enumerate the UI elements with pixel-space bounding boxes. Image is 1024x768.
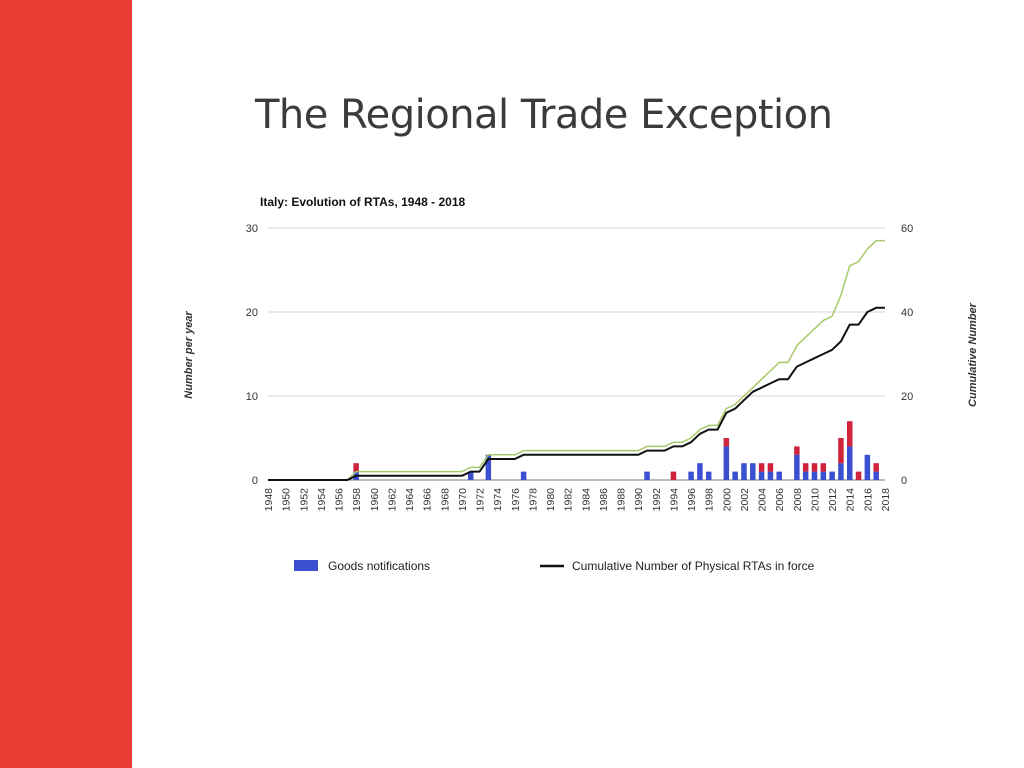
bar-goods [838, 463, 844, 480]
legend-label-goods: Goods notifications [328, 559, 430, 573]
legend-swatch-goods [294, 560, 318, 571]
bar-goods [750, 463, 756, 480]
x-tick-label: 1980 [545, 488, 557, 512]
bar-segment [873, 463, 879, 472]
rta-chart: Italy: Evolution of RTAs, 1948 - 2018 Nu… [183, 195, 979, 573]
legend-label-cumulative: Cumulative Number of Physical RTAs in fo… [572, 559, 815, 573]
bar-goods [520, 471, 527, 480]
x-tick-label: 1996 [686, 488, 698, 512]
x-tick-label: 1968 [439, 488, 451, 512]
y-axis-right-label: Cumulative Number [967, 302, 979, 407]
x-tick-label: 1956 [334, 488, 346, 512]
x-tick-label: 1998 [704, 488, 716, 512]
x-tick-label: 1970 [457, 488, 469, 512]
bar-segment [670, 471, 677, 480]
bar-segment [820, 463, 827, 472]
y-tick-label-left: 10 [246, 391, 258, 403]
bar-goods [485, 454, 492, 480]
x-tick-label: 2004 [757, 488, 769, 512]
x-tick-label: 2014 [845, 488, 857, 512]
bar-goods [467, 471, 474, 480]
x-tick-label: 1972 [475, 488, 487, 512]
x-tick-label: 2010 [809, 488, 821, 512]
y-axis-left-label: Number per year [183, 311, 195, 399]
bar-goods [697, 463, 703, 480]
x-tick-label: 2016 [862, 488, 874, 512]
x-tick-label: 2008 [792, 488, 804, 512]
bar-goods [688, 471, 694, 480]
red-sidebar [0, 0, 132, 768]
x-tick-label: 1994 [668, 488, 680, 512]
y-tick-label-left: 20 [246, 307, 258, 319]
bar-segment [838, 438, 844, 464]
y-tick-label-right: 0 [901, 475, 907, 487]
x-tick-label: 1990 [633, 488, 645, 512]
x-tick-label: 2012 [827, 488, 839, 512]
cumulative-line [268, 306, 885, 481]
x-tick-label: 2006 [774, 488, 786, 512]
bar-segment [855, 471, 862, 480]
bar-goods [811, 471, 818, 480]
bar-goods [794, 454, 800, 480]
chart-container: Italy: Evolution of RTAs, 1948 - 2018 Nu… [170, 180, 1000, 600]
bar-goods [705, 471, 712, 480]
bar-segment [758, 463, 765, 472]
bar-segment [767, 463, 774, 472]
y-tick-label-right: 40 [901, 307, 913, 319]
x-tick-label: 1952 [298, 488, 310, 512]
x-tick-label: 1962 [386, 488, 398, 512]
x-tick-label: 1976 [510, 488, 522, 512]
x-tick-label: 1960 [369, 488, 381, 512]
x-tick-label: 1986 [598, 488, 610, 512]
bar-goods [873, 471, 879, 480]
x-tick-label: 1974 [492, 488, 504, 512]
bar-goods [644, 471, 650, 480]
bar-goods [802, 471, 809, 480]
y-tick-label-right: 20 [901, 391, 913, 403]
bar-goods [864, 454, 871, 480]
bar-goods [767, 471, 774, 480]
bar-goods [758, 471, 765, 480]
bar-segment [846, 421, 853, 447]
y-tick-label-left: 30 [246, 223, 258, 235]
bar-goods [846, 446, 853, 480]
slide-title: The Regional Trade Exception [255, 92, 833, 138]
x-tick-label: 1958 [351, 488, 363, 512]
x-tick-label: 1984 [580, 488, 592, 512]
y-tick-label-right: 60 [901, 223, 913, 235]
bar-segment [802, 463, 809, 472]
bar-segment [794, 446, 800, 455]
chart-title: Italy: Evolution of RTAs, 1948 - 2018 [260, 195, 465, 209]
x-tick-label: 1978 [527, 488, 539, 512]
bar-goods [820, 471, 827, 480]
x-tick-label: 1992 [651, 488, 663, 512]
y-tick-label-left: 0 [252, 475, 258, 487]
x-tick-label: 1988 [616, 488, 628, 512]
bar-goods [732, 471, 738, 480]
series-line [268, 239, 885, 481]
x-tick-label: 1950 [281, 488, 293, 512]
x-tick-label: 1948 [263, 488, 275, 512]
x-tick-label: 1982 [563, 488, 575, 512]
x-tick-label: 1966 [422, 488, 434, 512]
bar-segment [353, 463, 359, 472]
bar-goods [741, 463, 747, 480]
x-tick-label: 2018 [880, 488, 892, 512]
bar-goods [723, 446, 730, 480]
bar-segment [723, 438, 730, 447]
x-tick-label: 1964 [404, 488, 416, 512]
x-tick-label: 2002 [739, 488, 751, 512]
bar-segment [811, 463, 818, 472]
x-tick-label: 2000 [721, 488, 733, 512]
bar-goods [829, 471, 835, 480]
bar-goods [776, 471, 782, 480]
x-tick-label: 1954 [316, 488, 328, 512]
